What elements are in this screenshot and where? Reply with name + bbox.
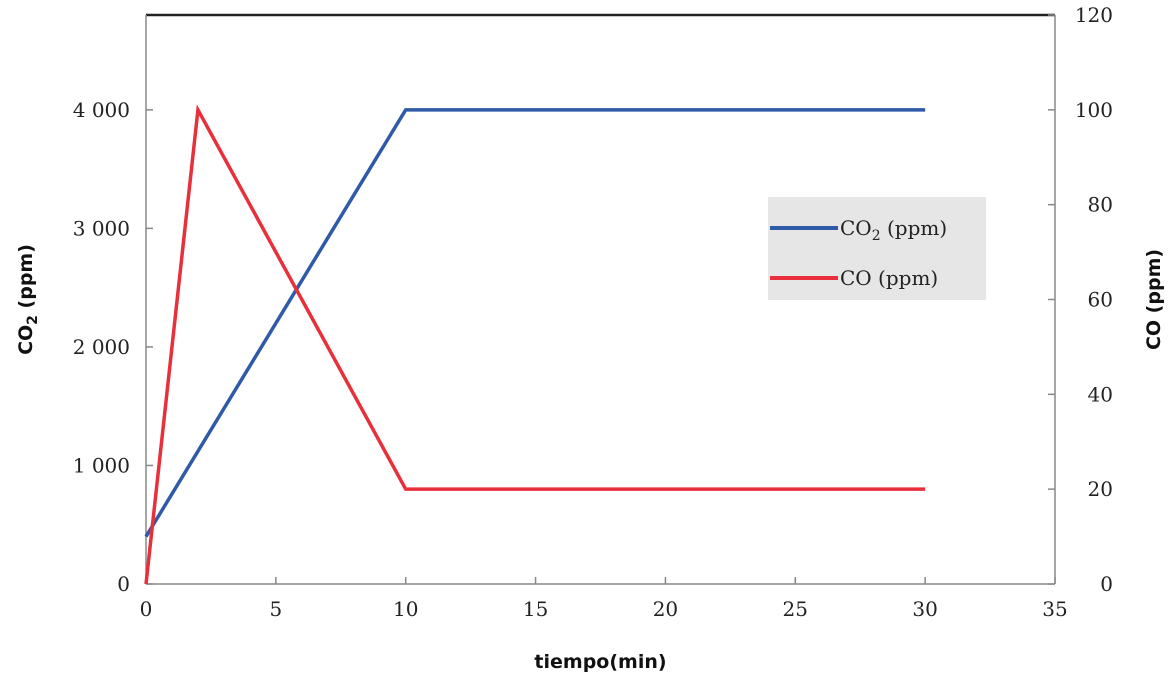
y-left-tick-label: 3 000: [73, 216, 130, 240]
legend-label: CO2 (ppm): [840, 216, 947, 244]
x-tick-label: 0: [140, 597, 153, 621]
y-right-tick-label: 0: [1100, 572, 1113, 596]
x-tick-label: 20: [653, 597, 678, 621]
y-right-tick-label: 100: [1075, 98, 1113, 122]
y-left-tick-label: 4 000: [73, 98, 130, 122]
y-right-tick-label: 120: [1075, 3, 1113, 27]
series-line-co2: [144, 108, 926, 538]
y-right-tick-label: 80: [1088, 193, 1113, 217]
x-tick-label: 5: [269, 597, 282, 621]
legend-box: [768, 197, 986, 300]
y-left-tick-label: 0: [117, 572, 130, 596]
x-tick-label: 30: [912, 597, 937, 621]
x-tick-label: 15: [523, 597, 548, 621]
y-left-tick-label: 2 000: [73, 335, 130, 359]
x-axis-title: tiempo(min): [534, 651, 666, 673]
y-right-tick-label: 20: [1088, 477, 1113, 501]
x-tick-label: 25: [783, 597, 808, 621]
y-left-axis-title: CO2 (ppm): [15, 244, 41, 355]
y-left-tick-label: 1 000: [73, 453, 130, 477]
legend-label: CO (ppm): [840, 266, 938, 290]
y-right-tick-label: 40: [1088, 382, 1113, 406]
series-line-co: [144, 104, 926, 585]
y-right-axis-title: CO (ppm): [1143, 249, 1165, 350]
x-tick-label: 10: [393, 597, 418, 621]
y-right-tick-label: 60: [1088, 288, 1113, 312]
x-tick-label: 35: [1042, 597, 1067, 621]
